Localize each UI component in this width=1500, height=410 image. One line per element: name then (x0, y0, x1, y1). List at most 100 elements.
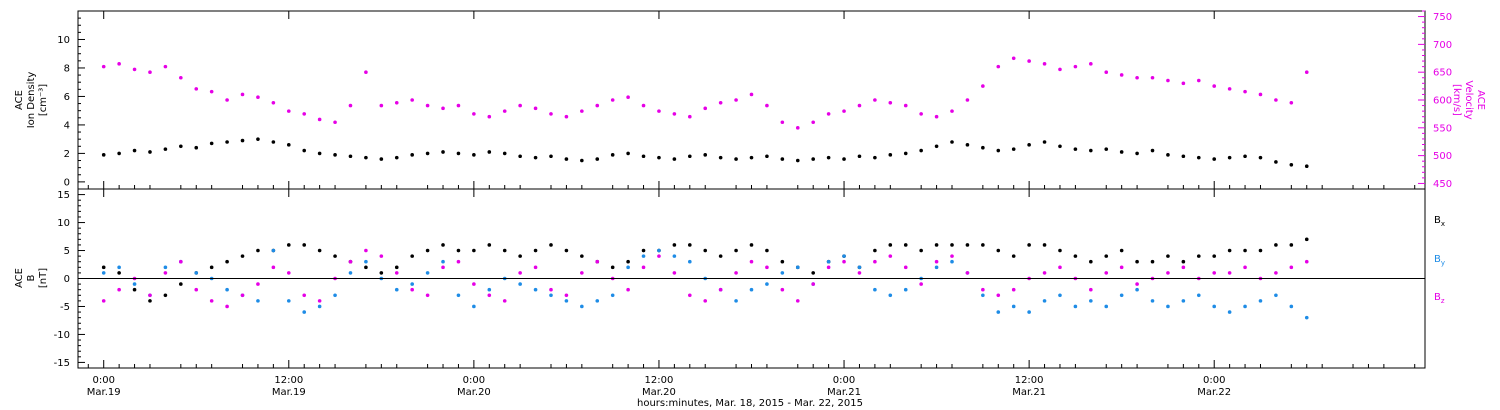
top-series-0-point (1196, 155, 1201, 160)
bottom-series-Bz-point (549, 287, 553, 292)
x-tick-date-label: Mar.19 (272, 387, 306, 398)
bottom-series-Bx-point (333, 254, 337, 258)
top-right-tick-label: 500 (1433, 151, 1452, 162)
bottom-series-By-point (903, 287, 908, 292)
top-series-0-point (1243, 154, 1247, 159)
top-series-0-point (148, 150, 152, 154)
bottom-series-Bx-point (209, 265, 214, 270)
top-series-0-point (934, 144, 939, 149)
bottom-left-tick-label: -5 (60, 302, 70, 313)
bottom-series-Bx-point (302, 243, 307, 247)
top-series-0-point (610, 153, 615, 157)
top-series-1-point (256, 95, 260, 100)
bottom-series-Bx-point (179, 282, 183, 286)
bottom-series-Bz-point (286, 271, 291, 275)
top-series-1-point (1104, 70, 1109, 74)
top-series-0-point (1073, 147, 1078, 151)
bottom-series-Bz-point (1104, 271, 1109, 275)
bottom-series-Bz-point (1181, 265, 1186, 270)
bottom-series-By-point (595, 299, 600, 303)
bottom-series-Bx-point (1042, 243, 1047, 247)
top-series-1-point (302, 112, 307, 116)
top-series-0-point (1150, 148, 1155, 153)
top-series-0-point (1011, 147, 1016, 151)
top-series-0-point (364, 155, 368, 160)
bottom-series-By-point (101, 271, 106, 275)
bottom-series-Bz-point (626, 287, 630, 292)
bottom-series-Bz-point (317, 299, 322, 303)
bottom-series-By-point (610, 293, 615, 298)
top-series-0-point (1181, 154, 1186, 159)
bottom-series-Bz-point (657, 254, 661, 258)
bottom-series-Bz-point (580, 271, 584, 275)
bottom-series-By-point (364, 259, 368, 264)
bottom-series-Bz-point (163, 271, 168, 275)
bottom-series-By-point (132, 282, 137, 286)
bottom-series-Bx-point (981, 243, 985, 247)
top-series-0-point (1135, 151, 1139, 156)
top-series-1-point (857, 103, 862, 108)
bottom-series-Bz-point (873, 259, 877, 264)
x-tick-time-label: 12:00 (274, 375, 303, 386)
bottom-series-By-point (1011, 304, 1016, 309)
bottom-series-Bx-point (317, 248, 322, 253)
top-series-1-point (101, 64, 106, 69)
top-series-0-point (564, 157, 569, 161)
bottom-series-Bx-point (811, 271, 815, 275)
top-series-1-point (1212, 84, 1217, 88)
top-series-0-point (1089, 148, 1093, 153)
bottom-series-Bx-point (626, 259, 630, 264)
bottom-series-By-point (765, 282, 769, 286)
bottom-series-Bx-point (672, 243, 677, 247)
bottom-series-Bx-point (749, 243, 754, 247)
top-series-1-point (1243, 89, 1247, 94)
top-series-0-point (1212, 157, 1217, 161)
top-series-1-point (734, 98, 738, 102)
bottom-series-Bx-point (1289, 243, 1294, 247)
top-series-0-point (132, 148, 137, 153)
bottom-series-By-point (286, 299, 291, 303)
top-series-1-point (1304, 70, 1309, 74)
top-series-1-point (780, 120, 785, 125)
x-tick-date-label: Mar.22 (1197, 387, 1231, 398)
legend-by: By (1434, 254, 1445, 267)
top-series-1-point (1027, 59, 1031, 63)
top-series-1-point (225, 98, 229, 102)
bottom-series-Bz-point (1119, 265, 1124, 270)
bottom-series-Bx-point (286, 243, 291, 247)
top-series-1-point (549, 112, 553, 116)
top-series-0-point (734, 157, 738, 161)
top-series-0-point (919, 148, 923, 153)
bottom-series-Bz-point (672, 271, 677, 275)
top-series-1-point (626, 95, 630, 100)
bottom-series-Bx-point (441, 243, 445, 247)
bottom-left-tick-label: 0 (64, 274, 70, 285)
top-series-1-point (1042, 62, 1047, 66)
bottom-series-Bz-point (1042, 271, 1047, 275)
top-series-0-point (888, 153, 893, 157)
bottom-series-Bz-point (996, 293, 1001, 298)
bottom-series-Bz-point (194, 287, 199, 292)
top-series-0-point (1166, 153, 1170, 157)
top-series-1-point (580, 109, 584, 113)
bottom-series-By-point (1212, 304, 1217, 309)
bottom-series-Bz-point (425, 293, 430, 298)
bottom-series-Bx-point (364, 265, 368, 270)
bottom-series-Bx-point (533, 248, 538, 253)
top-right-tick-label: 450 (1433, 179, 1452, 190)
bottom-series-Bx-point (965, 243, 970, 247)
bottom-series-By-point (626, 265, 630, 270)
bottom-series-By-point (456, 293, 461, 298)
bottom-series-Bz-point (302, 293, 307, 298)
top-series-0-point (394, 155, 399, 160)
top-series-1-point (688, 114, 692, 119)
x-tick-date-label: Mar.21 (827, 387, 861, 398)
top-series-0-point (472, 153, 476, 157)
bottom-series-Bz-point (1089, 287, 1093, 292)
bottom-series-By-point (641, 254, 646, 258)
bottom-series-By-point (672, 254, 677, 258)
top-series-1-point (379, 103, 384, 108)
top-series-1-point (826, 112, 831, 116)
top-series-0-point (333, 153, 337, 157)
bottom-series-Bz-point (394, 271, 399, 275)
